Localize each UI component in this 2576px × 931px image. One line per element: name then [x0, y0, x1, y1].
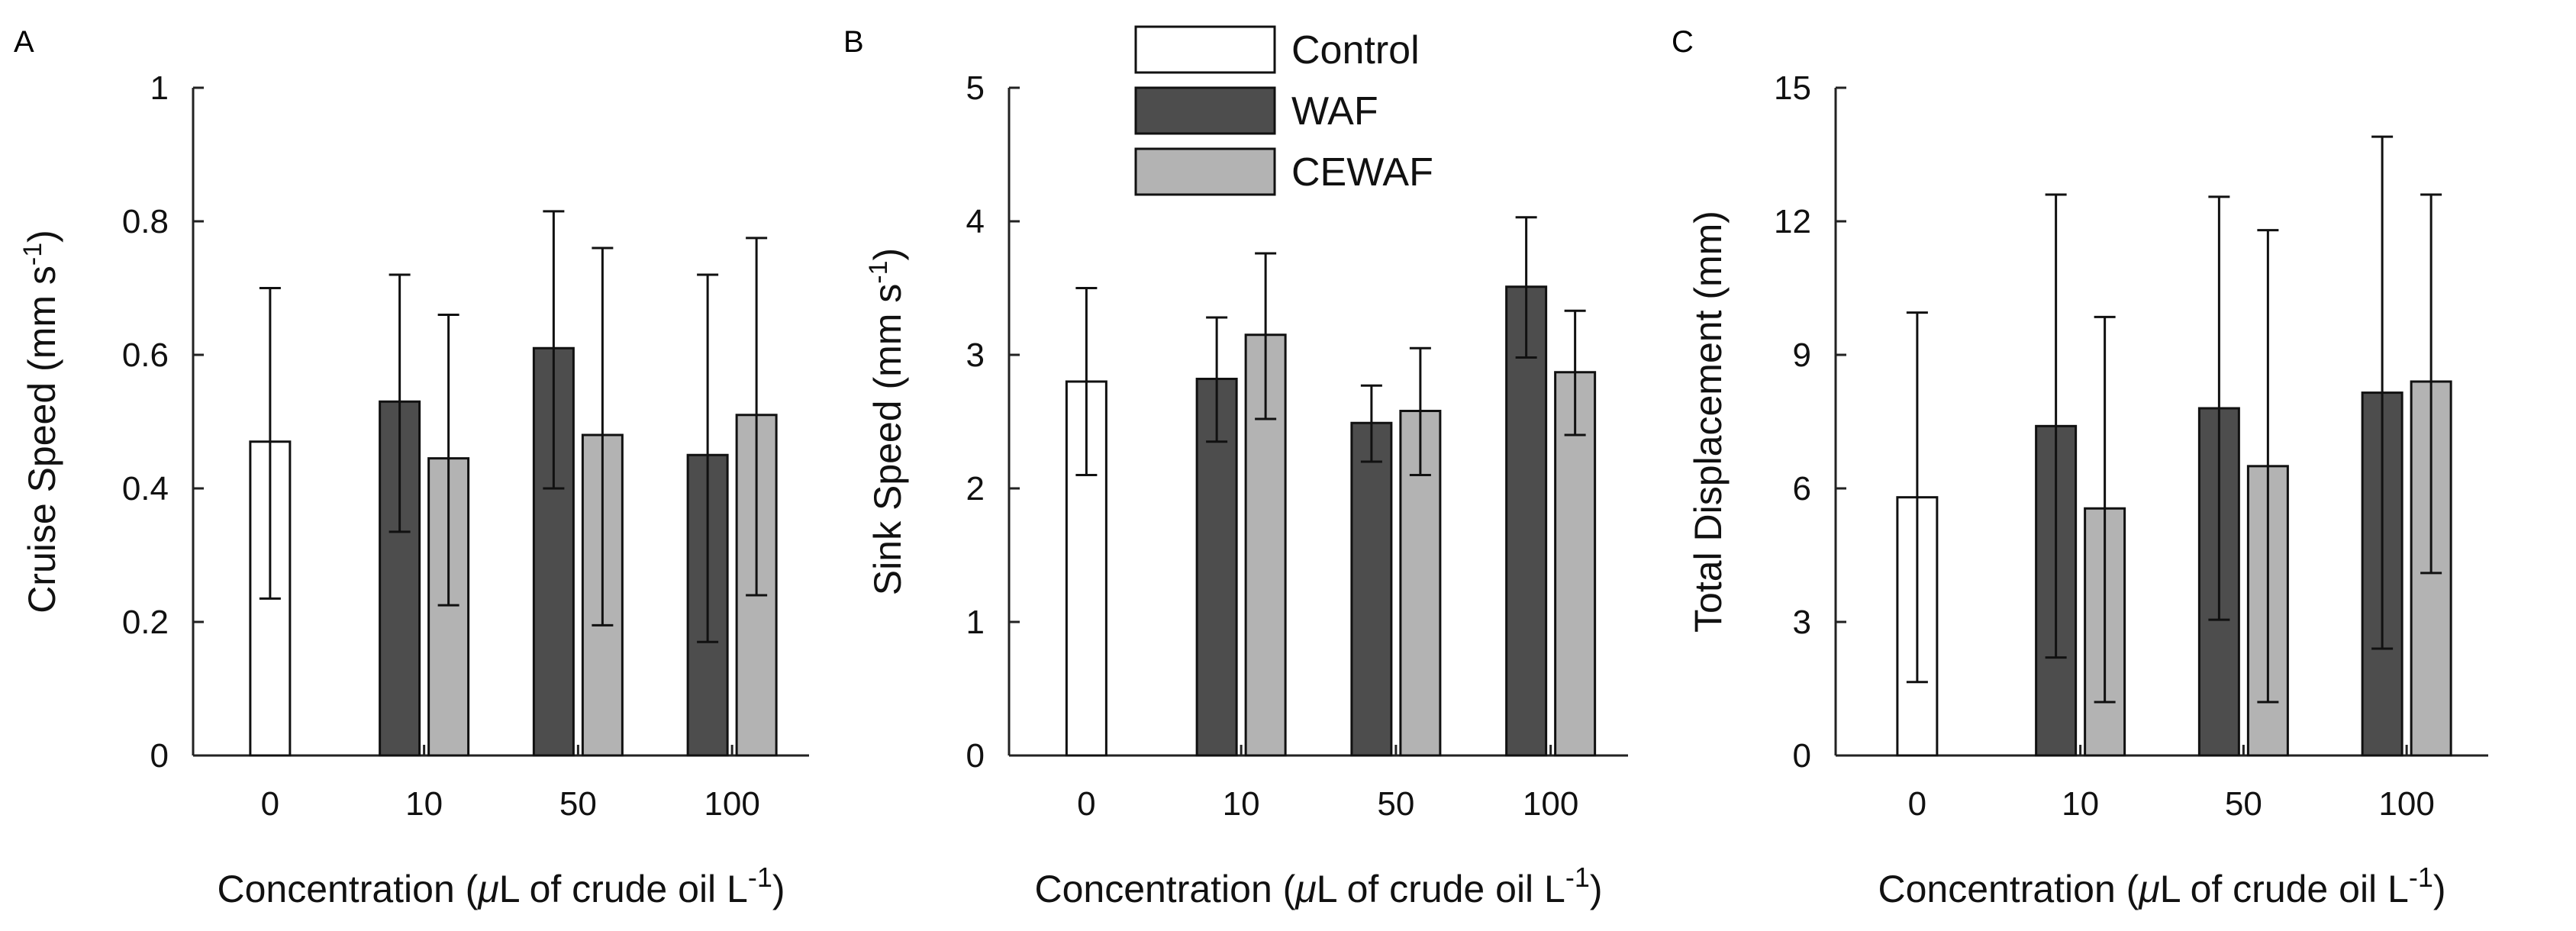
error-bar-waf-100 — [1515, 216, 1537, 359]
legend: Control WAF CEWAF — [1134, 25, 1433, 196]
panel-letter: C — [1672, 25, 1694, 59]
error-bar-waf-10 — [388, 273, 411, 533]
y-tick-label: 0 — [150, 737, 169, 775]
x-tick-label: 100 — [1523, 785, 1578, 823]
legend-label-waf: WAF — [1291, 89, 1378, 134]
error-bar-cewaf-100 — [1564, 309, 1586, 437]
error-bar-cewaf-10 — [2094, 315, 2116, 704]
legend-label-cewaf: CEWAF — [1291, 150, 1433, 195]
y-axis-title: Total Displacement (mm) — [1687, 211, 1730, 633]
legend-swatch-waf — [1134, 86, 1276, 135]
y-tick-label: 1 — [966, 604, 985, 641]
legend-swatch-cewaf — [1134, 147, 1276, 196]
error-bar-control-0 — [1075, 287, 1098, 476]
y-tick-label: 6 — [1793, 470, 1811, 507]
error-bar-control-0 — [1906, 311, 1928, 684]
error-bar-waf-50 — [2208, 195, 2230, 621]
bar-waf-50 — [1350, 421, 1393, 757]
y-tick-label: 0.4 — [122, 470, 169, 507]
y-tick-label: 3 — [966, 337, 985, 374]
panel-c: C 0 3 6 9 12 15 0 10 50 100 Total Displacement (mm)… — [1672, 25, 2488, 910]
y-tick-label: 0.8 — [122, 203, 169, 240]
x-tick-label: 10 — [1223, 785, 1260, 823]
error-bar-control-0 — [259, 287, 281, 600]
error-bar-cewaf-50 — [2257, 229, 2279, 704]
panel-letter: B — [843, 25, 864, 59]
x-tick-label: 50 — [1377, 785, 1414, 823]
x-tick-label: 100 — [2378, 785, 2434, 823]
error-bar-waf-50 — [1360, 384, 1382, 463]
y-tick-label: 2 — [966, 470, 985, 507]
y-tick-label: 3 — [1793, 604, 1811, 641]
error-bar-waf-10 — [2045, 193, 2067, 659]
y-tick-label: 12 — [1774, 203, 1811, 240]
x-tick-label: 50 — [2225, 785, 2262, 823]
x-axis-title: Concentration (μL of crude oil L-1) — [217, 862, 785, 910]
y-tick-label: 1 — [150, 69, 169, 107]
error-bar-waf-50 — [543, 210, 565, 490]
y-tick-label: 0 — [1793, 737, 1811, 775]
x-tick-label: 0 — [261, 785, 279, 823]
bar-waf-100 — [1505, 285, 1548, 757]
error-bar-waf-10 — [1206, 316, 1228, 443]
y-tick-label: 0 — [966, 737, 985, 775]
x-tick-label: 10 — [2062, 785, 2099, 823]
panel-letter: A — [14, 25, 34, 59]
error-bar-cewaf-100 — [746, 237, 768, 597]
bar-cewaf-10 — [1244, 333, 1287, 757]
legend-label-control: Control — [1291, 28, 1420, 72]
legend-swatch-control — [1134, 25, 1276, 74]
error-bar-waf-100 — [2371, 135, 2394, 650]
error-bar-cewaf-50 — [592, 246, 614, 627]
x-tick-label: 0 — [1908, 785, 1926, 823]
x-tick-label: 50 — [559, 785, 597, 823]
y-axis-title: Cruise Speed (mm s-1) — [18, 230, 63, 614]
x-axis-title: Concentration (μL of crude oil L-1) — [1034, 862, 1602, 910]
error-bar-cewaf-10 — [1255, 252, 1277, 420]
y-tick-label: 4 — [966, 203, 985, 240]
x-tick-label: 0 — [1077, 785, 1095, 823]
error-bar-cewaf-100 — [2420, 193, 2442, 575]
y-tick-label: 5 — [966, 69, 985, 107]
y-tick-label: 15 — [1774, 69, 1811, 107]
y-tick-label: 0.6 — [122, 337, 169, 374]
y-axis-title: Sink Speed (mm s-1) — [864, 248, 909, 595]
error-bar-cewaf-10 — [437, 314, 459, 607]
y-tick-label: 0.2 — [122, 604, 169, 641]
y-tick-label: 9 — [1793, 337, 1811, 374]
x-tick-label: 10 — [405, 785, 443, 823]
error-bar-waf-100 — [697, 273, 719, 643]
error-bar-cewaf-50 — [1409, 346, 1431, 476]
x-axis-title: Concentration (μL of crude oil L-1) — [1878, 862, 2445, 910]
x-tick-label: 100 — [704, 785, 759, 823]
